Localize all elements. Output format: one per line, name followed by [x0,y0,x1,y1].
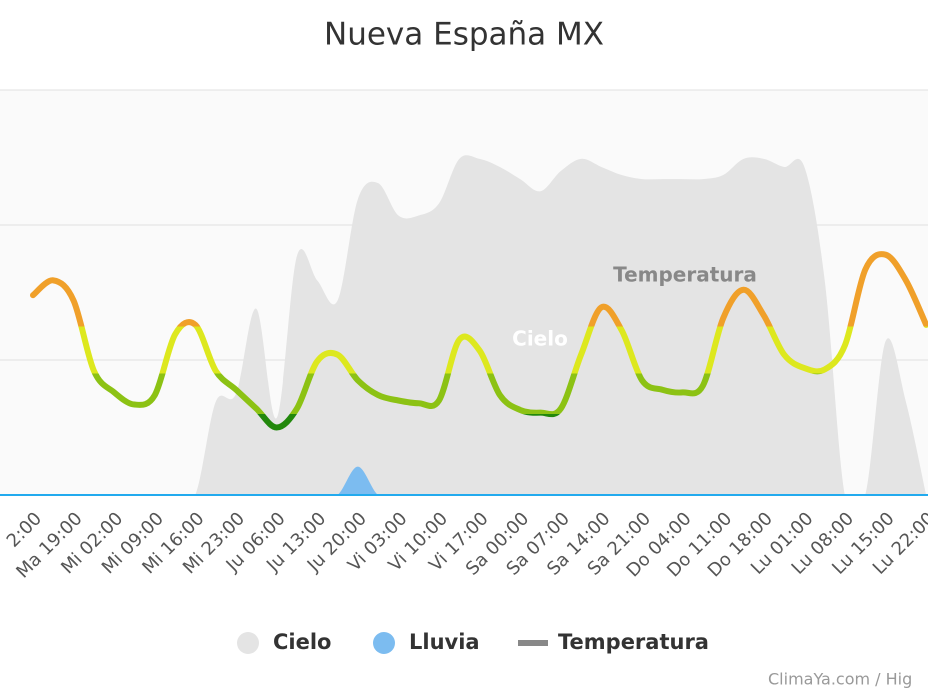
legend-symbol [518,640,548,646]
series-label: Cielo [512,327,568,351]
legend-symbol [373,632,395,654]
chart-title: Nueva España MX [324,17,604,53]
legend-symbol [237,632,259,654]
series-labels: Cielo Temperatura [512,263,757,351]
credits: ClimaYa.com / Hig [768,670,912,689]
legend-label: Temperatura [558,630,709,654]
temperature-line [30,251,928,431]
series-layer [30,155,928,495]
legend: Cielo Lluvia Temperatura [237,630,709,654]
legend-label: Cielo [273,630,331,654]
legend-label: Lluvia [409,630,480,654]
series-label: Temperatura [613,263,757,287]
